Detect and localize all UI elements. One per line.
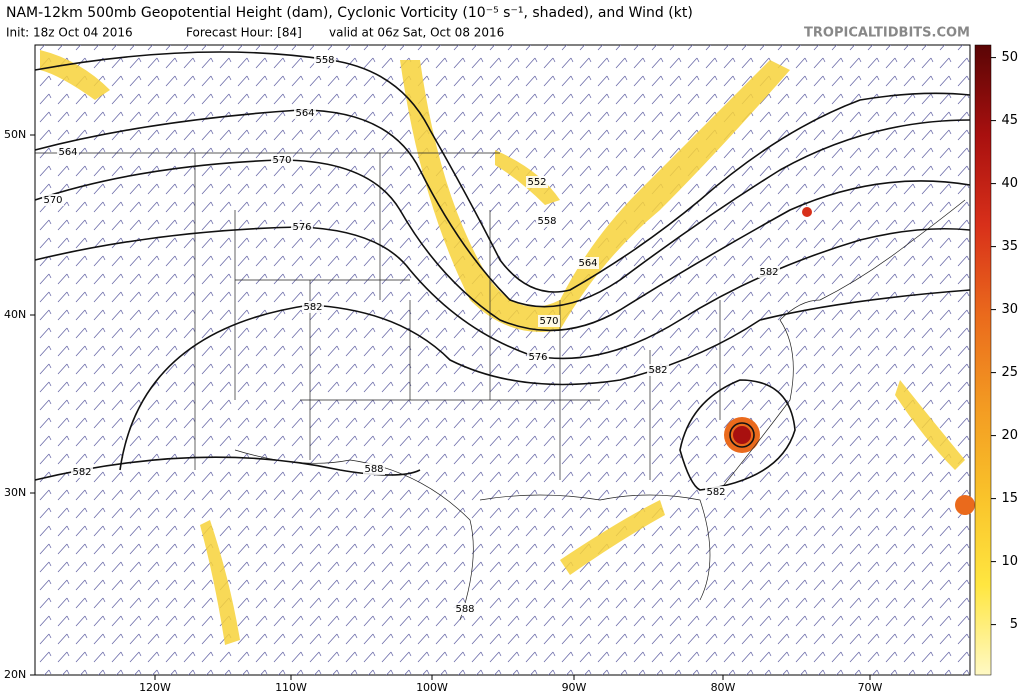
lon-label: 80W	[711, 681, 736, 694]
lat-label: 20N	[4, 668, 26, 681]
contour-label-bg	[71, 466, 93, 478]
contour-label: 570	[272, 155, 291, 166]
valid-time: valid at 06z Sat, Oct 08 2016	[329, 26, 504, 40]
contour-label: 558	[537, 216, 556, 227]
colorbar-tick-label: 15	[1001, 491, 1018, 506]
lon-label: 110W	[275, 681, 307, 694]
lon-label: 70W	[858, 681, 883, 694]
colorbar-tick-label: 30	[1001, 302, 1018, 317]
contour-label: 582	[759, 267, 778, 278]
colorbar-tick-label: 25	[1001, 365, 1018, 380]
map: 558 564 564 570 570 576 582 552 558 564 570 576 582 5…	[34, 44, 975, 676]
lon-label: 120W	[139, 681, 171, 694]
lat-label: 50N	[4, 128, 26, 141]
contour-label-bg	[294, 107, 316, 119]
contour-label-bg	[705, 486, 727, 498]
contour-labels: 558 564 564 570 570 576 582 552 558 564 570 576 582 5…	[42, 54, 780, 615]
contour-label: 564	[295, 108, 314, 119]
longitude-labels: 120W 110W 100W 90W 80W 70W	[139, 675, 883, 694]
colorbar-tick-label: 20	[1001, 428, 1018, 443]
contour-label-bg	[363, 463, 385, 475]
contour-label-bg	[302, 301, 324, 313]
contour-label-bg	[527, 351, 549, 363]
contour-label: 576	[292, 222, 311, 233]
contour-label: 582	[303, 302, 322, 313]
contour-label-bg	[454, 603, 476, 615]
forecast-hour: Forecast Hour: [84]	[186, 26, 302, 40]
lat-label: 40N	[4, 308, 26, 321]
colorbar-tick-label: 45	[1001, 113, 1018, 128]
contour-label: 588	[455, 604, 474, 615]
contour-label-bg	[271, 154, 293, 166]
source: TROPICALTIDBITS.COM	[804, 26, 970, 41]
contour-label-bg	[536, 215, 558, 227]
title: NAM-12km 500mb Geopotential Height (dam)…	[6, 5, 693, 21]
contour-label-bg	[538, 315, 560, 327]
contour-label-bg	[577, 257, 599, 269]
lat-label: 30N	[4, 486, 26, 499]
contour-label-bg	[314, 54, 336, 66]
state-borders	[35, 152, 966, 621]
contour-label-bg	[647, 364, 669, 376]
contour-label-bg	[526, 176, 548, 188]
contour-label: 552	[527, 177, 546, 188]
contour-label: 582	[648, 365, 667, 376]
contour-label-bg	[57, 146, 79, 158]
contour-label: 588	[364, 464, 383, 475]
height-contours	[34, 51, 971, 491]
contour-label: 558	[315, 55, 334, 66]
colorbar-tick-label: 5	[1010, 617, 1018, 632]
lon-label: 100W	[416, 681, 448, 694]
contour-label: 570	[43, 195, 62, 206]
contour-label-bg	[291, 221, 313, 233]
contour-label: 576	[528, 352, 547, 363]
colorbar-tick-label: 50	[1001, 50, 1018, 65]
contour-label: 564	[578, 258, 597, 269]
contour-label: 582	[72, 467, 91, 478]
latitude-labels: 50N 40N 30N 20N	[4, 128, 35, 681]
contour-label: 582	[706, 487, 725, 498]
init: Init: 18z Oct 04 2016	[6, 26, 133, 40]
contour-label-bg	[758, 266, 780, 278]
colorbar-tick-label: 35	[1001, 239, 1018, 254]
contour-label-bg	[42, 194, 64, 206]
colorbar	[974, 44, 992, 676]
colorbar-tick-label: 10	[1001, 554, 1018, 569]
contour-label: 564	[58, 147, 77, 158]
colorbar-ticks: 5 10 15 20 25 30 35 40 45 50	[991, 50, 1018, 632]
wind-barbs	[35, 45, 970, 675]
lon-label: 90W	[562, 681, 587, 694]
colorbar-tick-label: 40	[1001, 176, 1018, 191]
contour-label: 570	[539, 316, 558, 327]
